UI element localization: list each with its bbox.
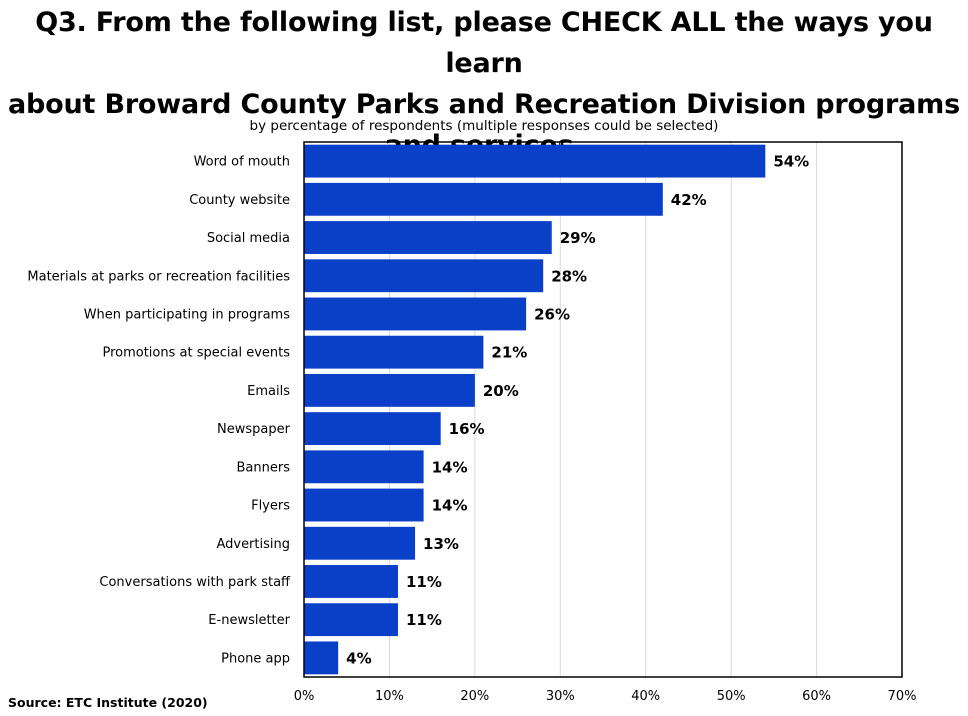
data-label-2: 29% [560,229,596,247]
bar-2 [304,221,552,254]
bar-13 [304,641,339,675]
data-label-4: 26% [534,305,570,323]
x-tick-label-60: 60% [802,689,831,704]
chart-title: Q3. From the following list, please CHEC… [0,2,968,166]
category-label-12: E-newsletter [208,613,290,628]
category-label-10: Advertising [216,537,290,552]
x-tick-label-30: 30% [546,689,575,704]
data-label-10: 13% [423,535,459,553]
category-label-8: Banners [237,460,291,475]
category-label-6: Emails [247,384,290,399]
bar-8 [304,450,424,484]
category-label-7: Newspaper [217,422,291,437]
data-label-12: 11% [406,611,442,629]
source-note: Source: ETC Institute (2020) [8,695,208,710]
bar-10 [304,526,416,560]
data-label-0: 54% [773,153,809,171]
data-label-13: 4% [346,649,371,667]
x-tick-label-40: 40% [631,689,660,704]
data-label-5: 21% [491,344,527,362]
data-label-6: 20% [483,382,519,400]
data-label-8: 14% [432,458,468,476]
chart-title-line-2: about Broward County Parks and Recreatio… [8,89,960,120]
chart-subtitle: by percentage of respondents (multiple r… [249,118,719,134]
bar-9 [304,488,424,522]
bar-7 [304,412,441,446]
category-label-5: Promotions at special events [102,346,290,361]
data-label-1: 42% [671,191,707,209]
bar-5 [304,335,484,369]
bar-4 [304,297,527,331]
category-label-2: Social media [207,231,290,246]
category-label-3: Materials at parks or recreation facilit… [27,269,290,284]
x-tick-label-70: 70% [888,689,917,704]
data-label-3: 28% [551,267,587,285]
plot-border [303,141,903,678]
chart-title-line-1: Q3. From the following list, please CHEC… [35,7,933,79]
x-tick-label-50: 50% [717,689,746,704]
bar-11 [304,565,398,598]
category-label-13: Phone app [221,651,290,666]
category-label-4: When participating in programs [84,307,291,322]
bar-6 [304,373,475,407]
category-label-9: Flyers [251,499,290,514]
category-label-11: Conversations with park staff [99,575,291,590]
x-tick-label-0: 0% [294,689,315,704]
x-tick-label-10: 10% [375,689,404,704]
category-label-1: County website [189,193,290,208]
x-tick-label-20: 20% [460,689,489,704]
bar-1 [304,182,663,216]
bar-12 [304,603,398,637]
bar-0 [304,144,766,178]
data-label-11: 11% [406,573,442,591]
data-label-9: 14% [432,497,468,515]
data-label-7: 16% [449,420,485,438]
category-label-0: Word of mouth [194,155,290,170]
bar-3 [304,259,544,293]
